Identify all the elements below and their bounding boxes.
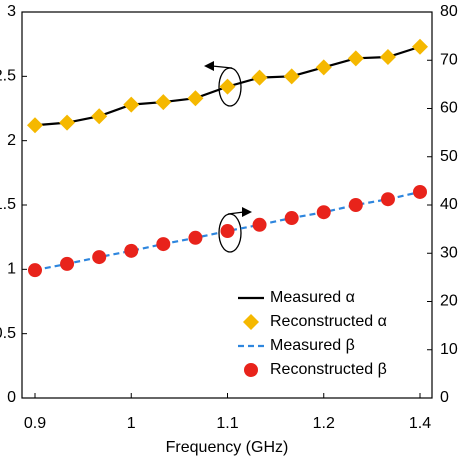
- data-point: [379, 49, 396, 66]
- x-tick-label: 1.1: [216, 415, 238, 432]
- legend-swatch: [244, 363, 258, 377]
- data-point: [316, 205, 331, 220]
- data-point: [413, 184, 427, 199]
- data-point: [188, 230, 203, 245]
- data-point: [27, 117, 43, 134]
- x-tick-label: 1: [127, 415, 136, 432]
- y2-tick-label: 30: [440, 244, 458, 261]
- legend-label: Reconstructed β: [270, 361, 387, 378]
- y-tick-label: 0: [7, 389, 16, 406]
- data-point: [251, 69, 268, 86]
- legend-label: Reconstructed α: [270, 313, 387, 330]
- data-point: [156, 237, 171, 252]
- y2-tick-label: 20: [440, 293, 458, 310]
- data-point: [59, 114, 76, 131]
- data-point: [284, 211, 299, 226]
- annotation-arrow: [227, 211, 245, 215]
- annotation-arrowhead: [242, 207, 252, 217]
- legend-label: Measured α: [270, 289, 355, 306]
- data-point: [123, 96, 140, 113]
- y2-tick-label: 50: [440, 148, 458, 165]
- y2-tick-label: 10: [440, 341, 458, 358]
- data-point: [91, 108, 108, 125]
- data-point: [28, 263, 42, 278]
- y-tick-label: 1.5: [0, 196, 16, 213]
- y2-tick-label: 0: [440, 389, 449, 406]
- data-point: [124, 243, 139, 258]
- data-point: [412, 38, 428, 55]
- annotation-arrow: [211, 65, 233, 69]
- y2-tick-label: 70: [440, 51, 458, 68]
- annotation-arrowhead: [204, 61, 214, 71]
- data-point: [187, 90, 204, 107]
- legend-swatch: [243, 314, 259, 330]
- data-point: [315, 59, 332, 76]
- data-point: [219, 78, 236, 95]
- legend-label: Measured β: [270, 337, 355, 354]
- data-point: [252, 217, 267, 232]
- y2-tick-label: 80: [440, 3, 458, 20]
- y2-tick-label: 60: [440, 100, 458, 117]
- data-point: [155, 94, 172, 111]
- data-point: [347, 50, 364, 67]
- x-tick-label: 1.4: [409, 415, 431, 432]
- y-tick-label: 0.5: [0, 325, 16, 342]
- data-point: [348, 198, 363, 212]
- data-point: [220, 224, 235, 239]
- y-tick-label: 2.5: [0, 68, 16, 85]
- y2-tick-label: 40: [440, 196, 458, 213]
- plot-frame: [21, 11, 433, 399]
- x-axis-label: Frequency (GHz): [166, 439, 289, 456]
- x-tick-label: 1.2: [313, 415, 335, 432]
- data-point: [380, 192, 395, 207]
- data-point: [60, 256, 75, 271]
- y-tick-label: 3: [7, 3, 16, 20]
- data-point: [283, 68, 300, 85]
- y-tick-label: 1: [7, 261, 16, 278]
- x-tick-label: 0.9: [24, 415, 46, 432]
- y-tick-label: 2: [7, 132, 16, 149]
- data-point: [92, 250, 107, 265]
